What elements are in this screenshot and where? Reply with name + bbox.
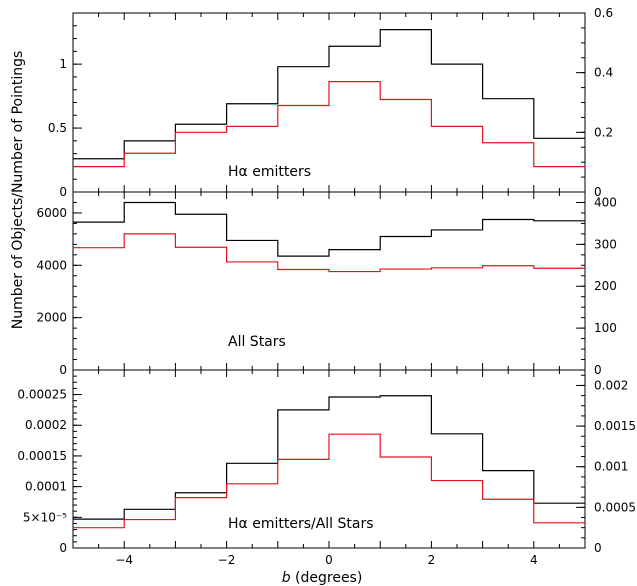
right-y-tick-label: 300: [594, 237, 617, 251]
panel-halpha-emitters: Hα emitters 0 0.5 1 0 0.2 0.4 0.6: [48, 6, 613, 199]
right-y-tick-label: 0: [594, 541, 602, 555]
red-step-series: [73, 433, 585, 529]
right-y-tick-label: 0.0005: [594, 500, 636, 514]
panel-ratio: Hα emitters/All Stars 0 5×10⁻⁵ 0.0001 0.000…: [17, 369, 636, 567]
right-y-tick-label: 100: [594, 321, 617, 335]
left-y-tick-label: 0.0002: [25, 418, 67, 432]
right-y-tick-label: 0.4: [594, 66, 613, 80]
red-step-series: [73, 81, 585, 168]
left-y-tick-label: 0.5: [48, 121, 67, 135]
x-tick-label: 0: [325, 553, 333, 567]
left-y-tick-label: 0: [59, 541, 67, 555]
right-y-tick-label: 0: [594, 185, 602, 199]
left-y-tick-label: 4000: [36, 258, 67, 272]
right-y-tick-label: 0.0015: [594, 419, 636, 433]
black-step-series: [73, 201, 585, 257]
y-axis-title: Number of Objects/Number of Pointings: [10, 51, 26, 330]
x-tick-label: −2: [218, 553, 236, 567]
right-y-tick-label: 0.2: [594, 125, 613, 139]
red-step-series: [73, 233, 585, 273]
right-y-tick-label: 0: [594, 363, 602, 377]
panel-label: Hα emitters/All Stars: [228, 516, 374, 532]
right-y-tick-label: 0.6: [594, 6, 613, 20]
panel-all-stars: All Stars 0 2000 4000 6000 0 100 200 300 400: [36, 191, 617, 377]
x-tick-label: 2: [428, 553, 436, 567]
left-y-tick-label: 0.00015: [17, 449, 67, 463]
left-y-tick-label: 5×10⁻⁵: [23, 510, 67, 524]
right-y-tick-label: 0.001: [594, 460, 628, 474]
left-y-tick-label: 0.0001: [25, 480, 67, 494]
x-tick-label: 4: [530, 553, 538, 567]
x-axis-title: b (degrees): [282, 570, 363, 586]
x-axis-title-unit: (degrees): [291, 570, 363, 586]
right-y-tick-label: 400: [594, 195, 617, 209]
right-y-tick-label: 200: [594, 279, 617, 293]
right-y-tick-label: 0.002: [594, 378, 628, 392]
x-tick-label: −4: [115, 553, 133, 567]
panel-frame: [72, 191, 586, 371]
left-y-tick-label: 0: [59, 363, 67, 377]
panel-label: Hα emitters: [228, 164, 311, 180]
x-axis-title-symbol: b: [282, 570, 291, 586]
left-y-tick-label: 2000: [36, 311, 67, 325]
left-y-tick-label: 0.00025: [17, 388, 67, 402]
left-y-tick-label: 6000: [36, 206, 67, 220]
left-y-tick-label: 0: [59, 185, 67, 199]
panel-label: All Stars: [228, 334, 286, 350]
left-y-tick-label: 1: [59, 57, 67, 71]
